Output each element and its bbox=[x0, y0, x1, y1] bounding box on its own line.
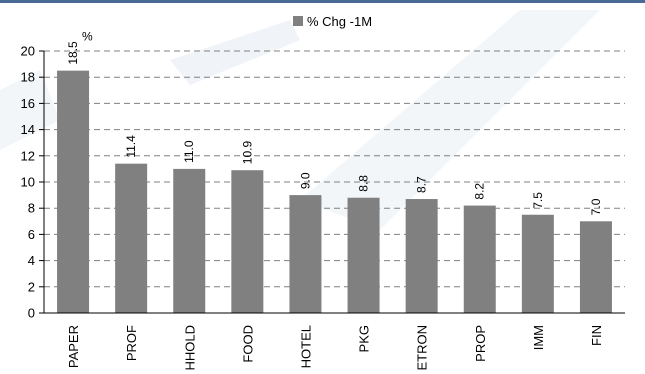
watermark bbox=[0, 10, 600, 230]
bar-hhold bbox=[173, 168, 206, 313]
x-tick-label: PAPER bbox=[66, 325, 81, 368]
value-labels: 18.5 11.4 11.0 10.9 9.0 8.8 8.7 8.2 7.5 7.0% bbox=[66, 30, 603, 216]
top-rule bbox=[0, 0, 645, 3]
x-tick-label: PKG bbox=[357, 325, 372, 352]
legend: % Chg -1M bbox=[293, 14, 372, 29]
y-tick-label: 14 bbox=[21, 122, 35, 137]
value-label: 7.0 bbox=[589, 198, 603, 215]
y-tick-label: 8 bbox=[28, 201, 35, 216]
bar-prof bbox=[115, 163, 148, 313]
legend-label: % Chg -1M bbox=[307, 14, 372, 29]
value-label: 8.2 bbox=[473, 183, 487, 200]
value-label: 11.0 bbox=[182, 140, 196, 163]
x-tick-label: IMM bbox=[531, 325, 546, 350]
x-tick-label: FIN bbox=[589, 325, 604, 346]
bar-prop bbox=[463, 205, 496, 313]
bar-fin bbox=[579, 221, 612, 313]
bar-pkg bbox=[347, 197, 380, 313]
x-tick-label: HOTEL bbox=[298, 325, 313, 368]
y-tick-label: 0 bbox=[28, 306, 35, 321]
bar-imm bbox=[521, 214, 554, 313]
x-axis-labels: PAPER PROF HHOLD FOOD HOTEL PKG ETRON PROP IMM FI… bbox=[44, 312, 625, 371]
value-label: 8.7 bbox=[415, 176, 429, 193]
y-tick-label: 20 bbox=[21, 44, 35, 59]
x-tick-label: HHOLD bbox=[182, 325, 197, 371]
value-label: 9.0 bbox=[298, 172, 312, 189]
x-tick-label: FOOD bbox=[240, 325, 255, 363]
x-tick-label: PROP bbox=[473, 325, 488, 362]
value-label-suffix: % bbox=[82, 30, 93, 44]
value-label: 8.8 bbox=[357, 175, 371, 192]
y-tick-label: 12 bbox=[21, 148, 35, 163]
y-tick-label: 4 bbox=[28, 253, 35, 268]
y-tick-label: 18 bbox=[21, 70, 35, 85]
y-tick-label: 6 bbox=[28, 227, 35, 242]
value-label: 18.5 bbox=[66, 41, 80, 65]
bar-hotel bbox=[289, 195, 322, 313]
bar-paper bbox=[57, 70, 90, 314]
bar-etron bbox=[405, 199, 438, 313]
x-tick-label: ETRON bbox=[415, 325, 430, 371]
y-axis: 0 2 4 6 8 10 12 14 16 18 20 bbox=[21, 44, 45, 321]
y-tick-label: 10 bbox=[21, 175, 35, 190]
bars bbox=[57, 70, 612, 314]
value-label: 11.4 bbox=[124, 135, 138, 158]
y-tick-label: 16 bbox=[21, 96, 35, 111]
bar-food bbox=[231, 170, 264, 313]
x-tick-label: PROF bbox=[124, 325, 139, 361]
value-label: 7.5 bbox=[531, 192, 545, 209]
y-tick-label: 2 bbox=[28, 279, 35, 294]
value-label: 10.9 bbox=[240, 141, 254, 165]
legend-swatch bbox=[293, 16, 303, 26]
